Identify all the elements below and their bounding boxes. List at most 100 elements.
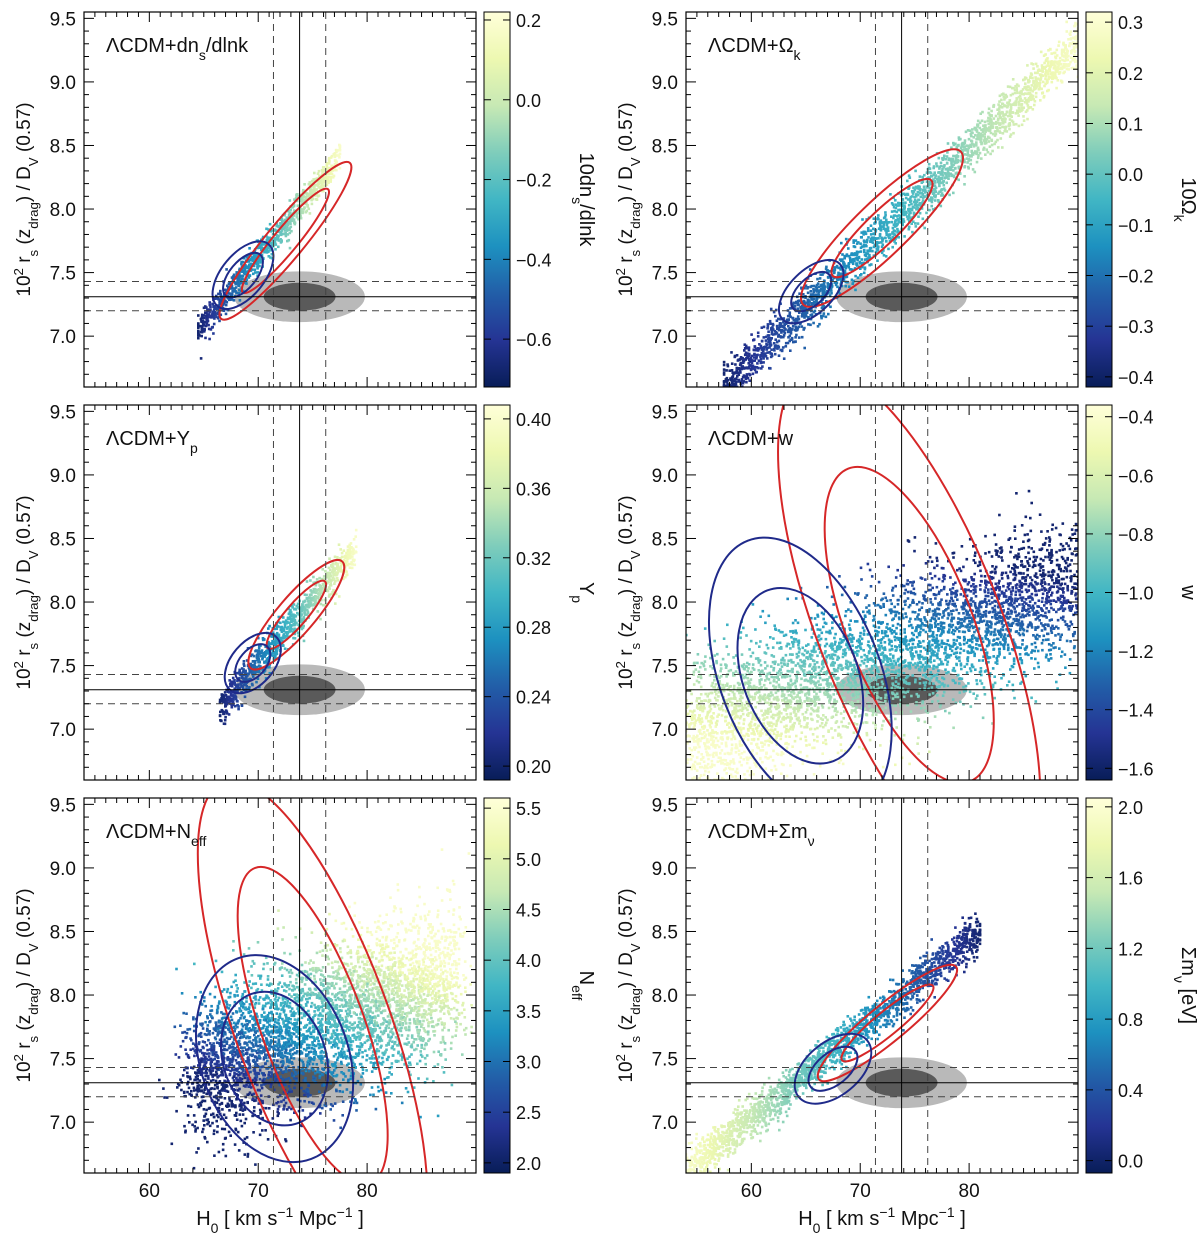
sample-point [937, 200, 940, 204]
sample-point [1042, 94, 1046, 98]
sample-point [249, 664, 253, 667]
sample-point [799, 306, 803, 310]
sample-point [743, 349, 746, 352]
sample-point [1023, 77, 1027, 81]
sample-point [260, 649, 264, 652]
sample-point [863, 707, 867, 710]
sample-point [821, 314, 825, 318]
sample-point [288, 214, 292, 217]
sample-point [255, 656, 259, 660]
sample-point [292, 603, 296, 606]
sample-point [197, 314, 200, 317]
sample-point [277, 239, 281, 242]
sample-point [329, 178, 333, 181]
sample-point [747, 354, 751, 358]
sample-point [1071, 36, 1075, 40]
sample-point [901, 209, 904, 213]
sample-point [786, 314, 790, 318]
sample-point [843, 269, 847, 273]
sample-point [823, 671, 826, 675]
sample-point [907, 213, 911, 216]
sample-point [199, 357, 203, 360]
sample-point [213, 317, 216, 320]
sample-point [779, 322, 783, 325]
sample-point [1073, 53, 1076, 57]
sample-point [990, 109, 993, 113]
sample-point [932, 173, 936, 176]
sample-point [735, 385, 739, 387]
sample-point [724, 392, 727, 395]
sample-point [286, 620, 289, 624]
sample-point [769, 344, 772, 347]
sample-point [1052, 67, 1056, 70]
sample-point [793, 328, 797, 332]
sample-point [302, 617, 305, 620]
sample-point [972, 136, 976, 139]
sample-point [334, 159, 337, 162]
sample-point [831, 278, 834, 282]
sample-point [851, 282, 854, 285]
sample-point [902, 192, 906, 196]
sample-point [1055, 54, 1059, 57]
sample-point [914, 200, 917, 203]
sample-point [743, 773, 746, 776]
sample-point [243, 266, 247, 269]
sample-point [844, 280, 848, 284]
blue-contour-1 [222, 251, 264, 299]
sample-point [988, 113, 992, 117]
sample-point [821, 284, 825, 288]
sample-point [729, 377, 732, 380]
sample-point [954, 154, 957, 158]
sample-point [931, 198, 934, 201]
sample-point [263, 655, 267, 658]
sample-point [859, 246, 863, 250]
sample-point [703, 699, 706, 702]
sample-point [315, 188, 318, 191]
sample-point [997, 582, 1000, 585]
sample-point [327, 166, 330, 170]
sample-point [903, 204, 906, 207]
sample-point [329, 582, 332, 585]
sample-point [783, 326, 786, 330]
sample-point [871, 249, 874, 253]
sample-point [774, 314, 777, 318]
sample-point [314, 601, 318, 604]
sample-point [1075, 38, 1078, 41]
sample-point [1038, 81, 1042, 84]
sample-point [823, 289, 826, 293]
sample-point [1020, 102, 1024, 106]
sample-point [964, 149, 967, 152]
sample-point [1043, 84, 1046, 88]
sample-point [202, 323, 206, 327]
sample-point [322, 585, 325, 588]
sample-point [736, 359, 740, 362]
sample-point [984, 130, 987, 134]
sample-point [925, 194, 929, 197]
sample-point [817, 294, 821, 297]
sample-point [833, 270, 836, 274]
sample-point [251, 259, 255, 263]
sample-point [801, 313, 804, 316]
sample-point [943, 164, 946, 167]
sample-point [227, 713, 231, 716]
sample-point [973, 170, 977, 174]
sample-point [286, 223, 290, 227]
sample-point [774, 308, 778, 312]
sample-point [972, 145, 976, 148]
sample-point [309, 194, 312, 198]
sample-point [766, 327, 769, 330]
sample-point [1050, 71, 1054, 75]
sample-point [905, 211, 908, 214]
sample-point [887, 673, 891, 676]
sample-point [216, 297, 220, 300]
sample-point [1060, 50, 1064, 54]
sample-point [897, 214, 901, 217]
sample-point [733, 377, 737, 381]
sample-point [303, 608, 307, 612]
sample-point [348, 566, 352, 569]
sample-point [974, 133, 977, 137]
sample-point [331, 571, 335, 574]
sample-point [854, 239, 858, 242]
sample-point [921, 217, 925, 221]
sample-point [827, 276, 830, 279]
